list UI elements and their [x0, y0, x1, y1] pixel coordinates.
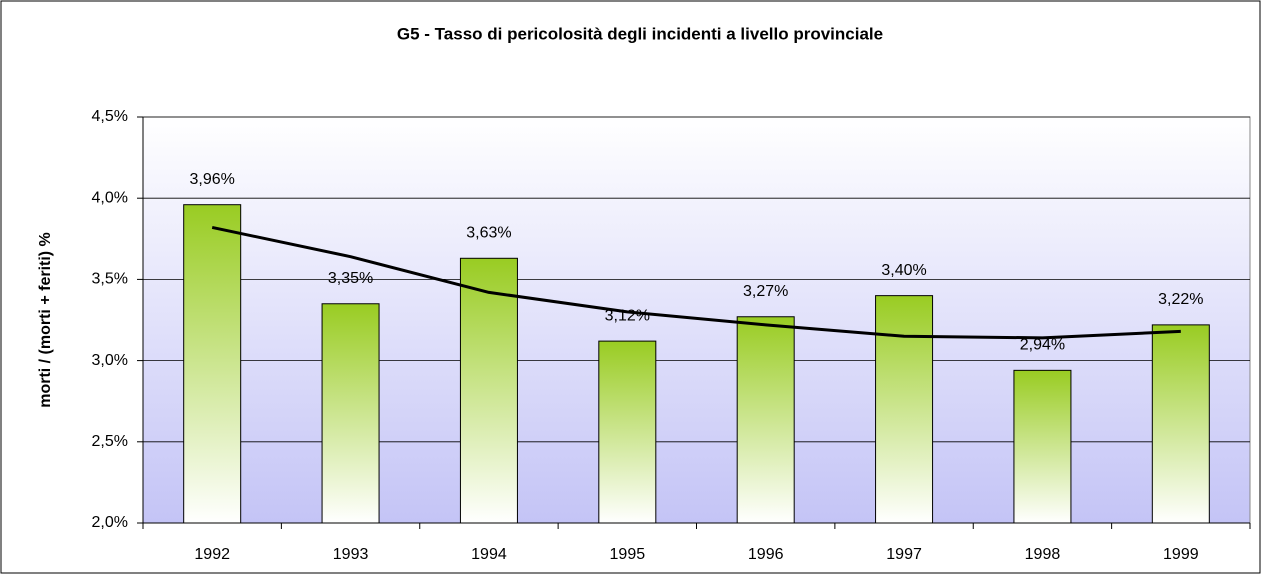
- bar: [875, 295, 934, 524]
- x-tick-label: 1993: [333, 546, 369, 563]
- bar: [1151, 324, 1210, 524]
- bar: [459, 257, 518, 524]
- y-tick-label: 4,0%: [92, 189, 128, 206]
- x-tick-label: 1999: [1163, 546, 1199, 563]
- chart-title: G5 - Tasso di pericolosità degli inciden…: [397, 24, 883, 43]
- x-tick-label: 1994: [471, 546, 507, 563]
- bar: [1013, 369, 1072, 524]
- bar: [321, 303, 380, 524]
- y-axis-label: morti / (morti + feriti) %: [37, 232, 54, 408]
- y-tick-label: 3,5%: [92, 271, 128, 288]
- data-label: 3,35%: [328, 270, 373, 287]
- plot-area: [142, 116, 1251, 524]
- x-tick-label: 1997: [886, 546, 922, 563]
- data-label: 2,94%: [1020, 337, 1065, 354]
- x-tick-label: 1992: [194, 546, 230, 563]
- trend-line: [211, 225, 1181, 340]
- x-tick-label: 1998: [1025, 546, 1061, 563]
- y-tick-label: 4,5%: [92, 108, 128, 125]
- x-tick-label: 1996: [748, 546, 784, 563]
- data-label: 3,63%: [466, 225, 511, 242]
- data-label: 3,96%: [190, 171, 235, 188]
- data-label: 3,22%: [1158, 291, 1203, 308]
- bar: [736, 316, 795, 524]
- y-tick-label: 3,0%: [92, 352, 128, 369]
- y-tick-label: 2,0%: [92, 514, 128, 531]
- bar: [183, 204, 242, 524]
- bar: [598, 340, 657, 524]
- data-label: 3,40%: [881, 262, 926, 279]
- data-label: 3,27%: [743, 283, 788, 300]
- x-tick-label: 1995: [610, 546, 646, 563]
- y-tick-label: 2,5%: [92, 433, 128, 450]
